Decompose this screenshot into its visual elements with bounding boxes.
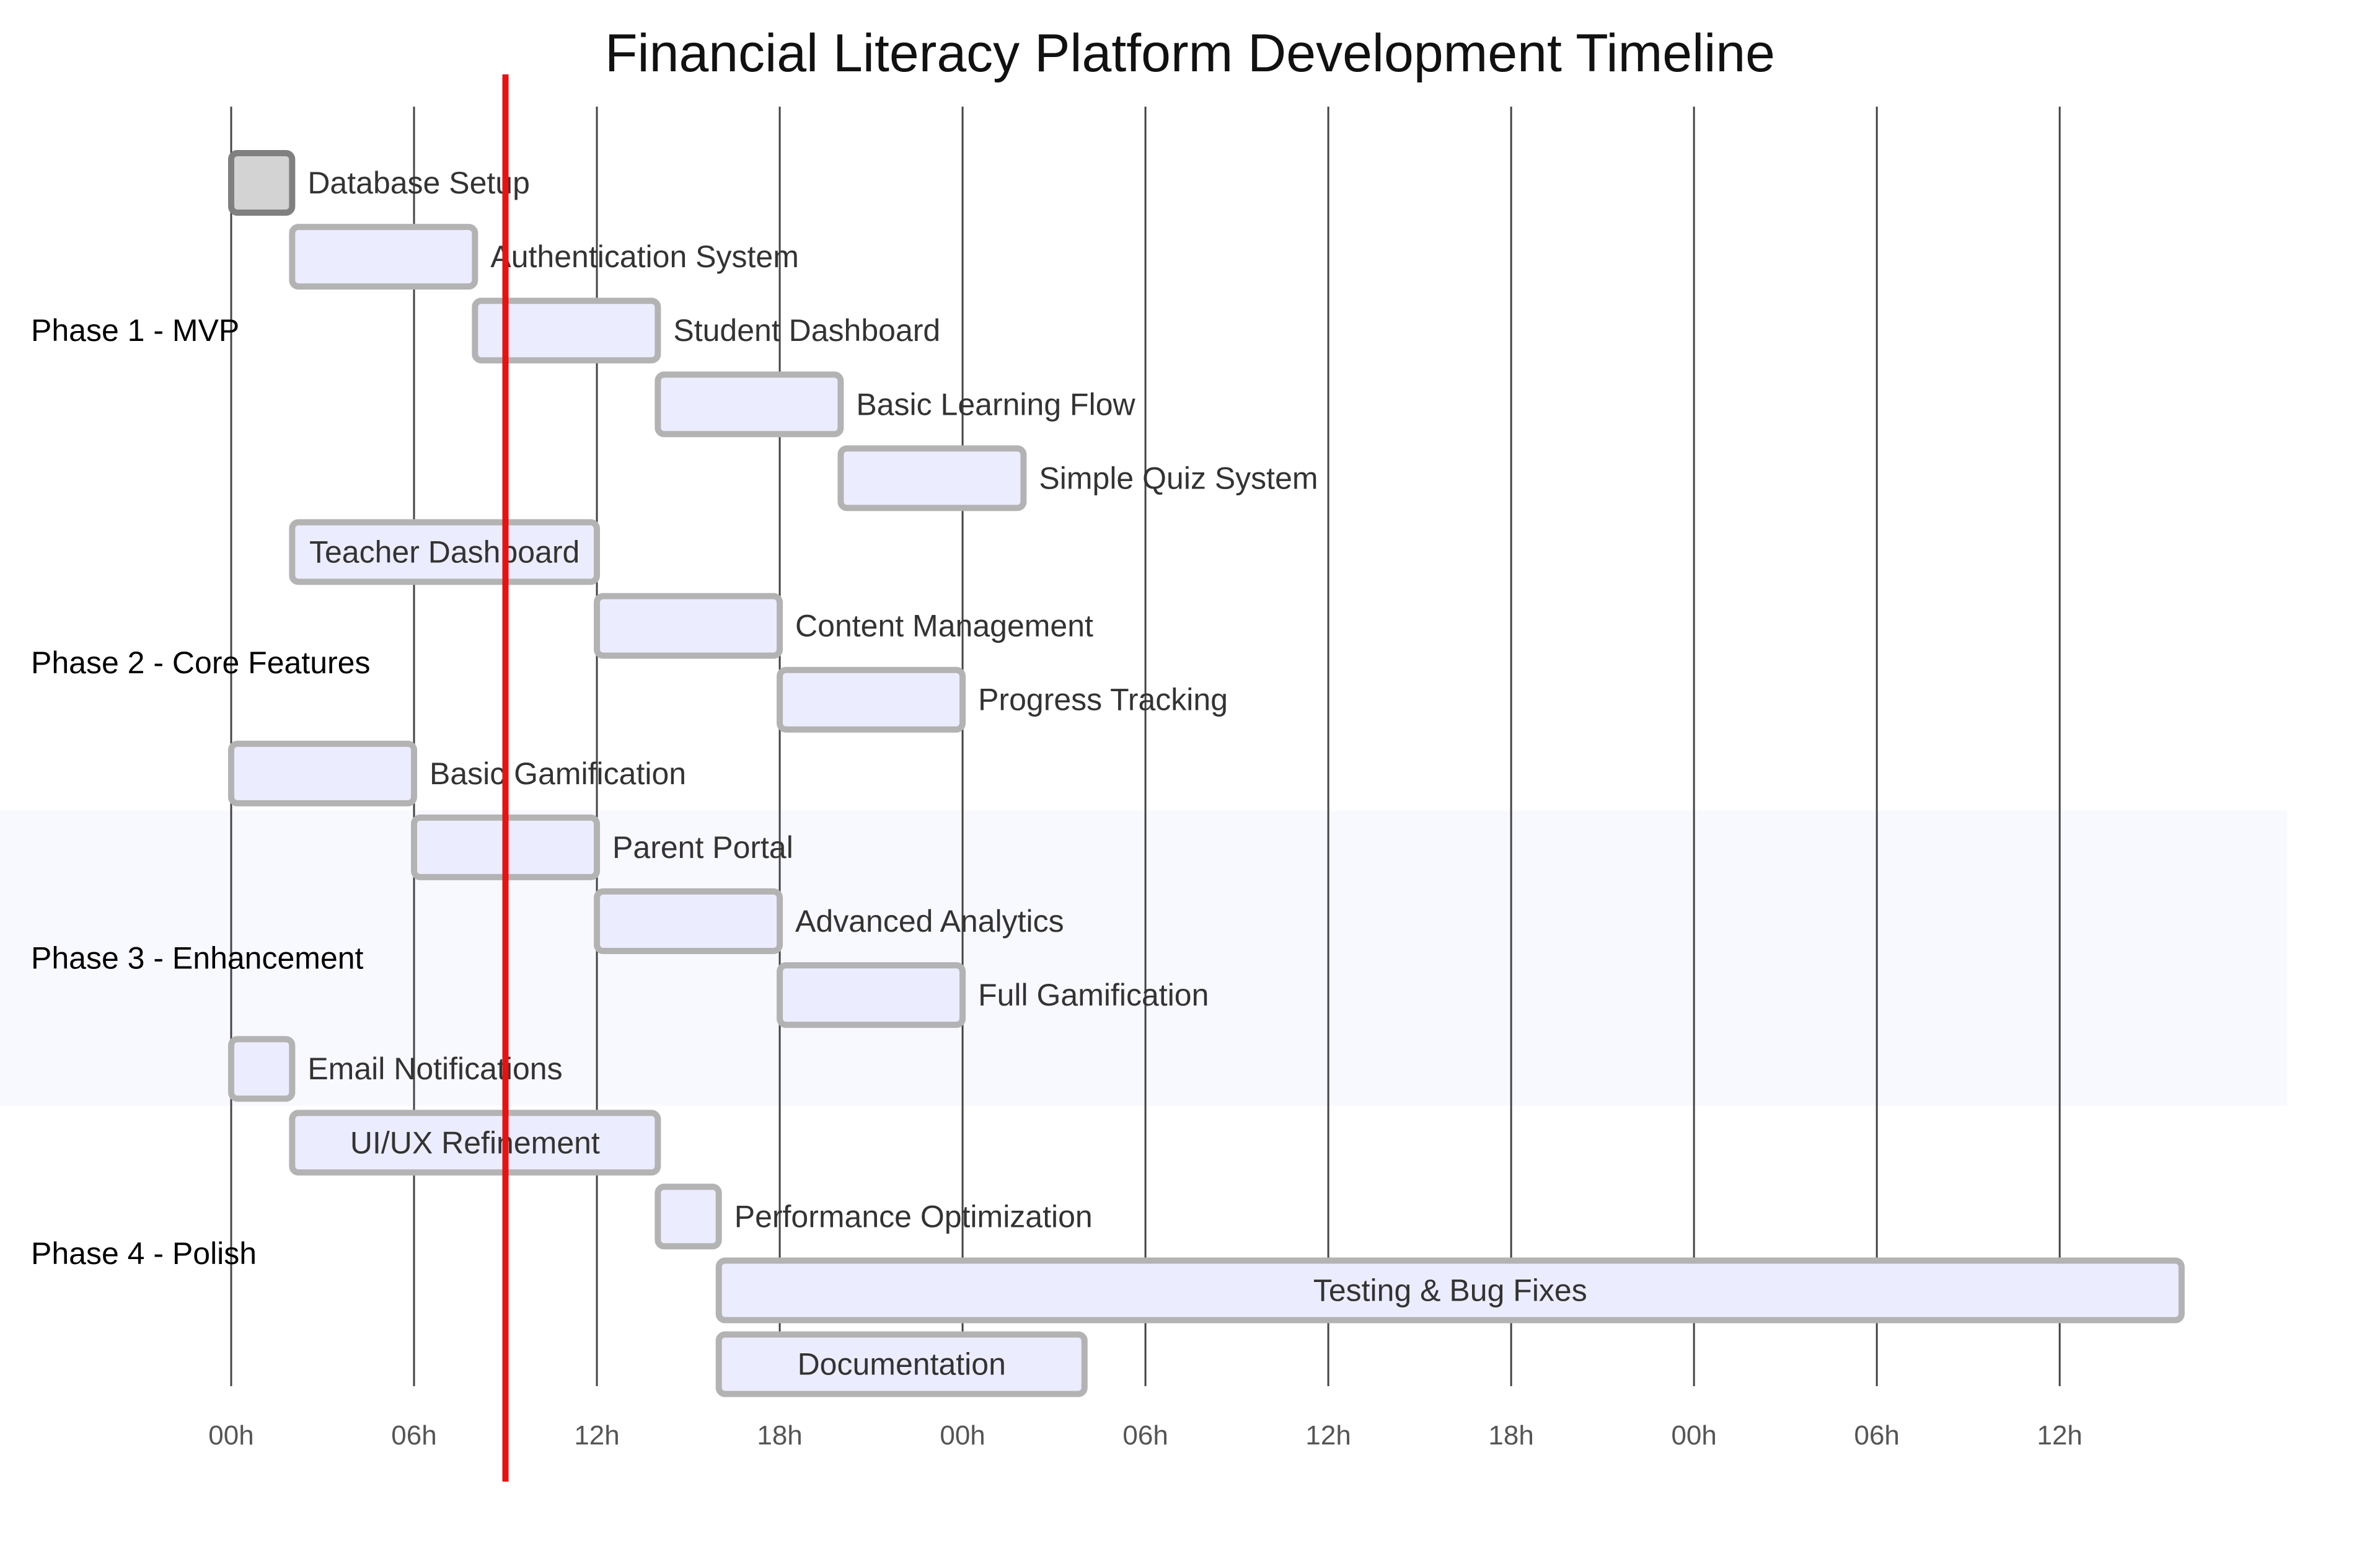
task-bar [594,888,783,954]
section-label: Phase 1 - MVP [31,313,239,348]
task-label: Basic Gamification [430,756,686,791]
section-backgrounds [0,810,2287,1106]
x-tick-label: 06h [1122,1420,1168,1451]
x-tick-label: 12h [574,1420,619,1451]
task-bar [228,740,418,807]
task-label: Email Notifications [307,1051,562,1086]
x-tick-label: 00h [940,1420,985,1451]
task-bar-done [228,150,296,216]
task-bar [228,1036,296,1102]
task-label: Authentication System [490,239,799,274]
task-label: Documentation [798,1347,1006,1382]
section-label: Phase 4 - Polish [31,1236,257,1271]
task-label: Content Management [795,609,1093,643]
x-tick-label: 06h [391,1420,436,1451]
x-tick-label: 18h [1488,1420,1533,1451]
task-bar [289,519,601,585]
task-bar [654,371,844,438]
task-bar [594,593,783,659]
section-label: Phase 2 - Core Features [31,645,371,680]
section-labels: Phase 1 - MVP Phase 2 - Core Features Phas… [31,313,371,1271]
section-label: Phase 3 - Enhancement [31,941,364,976]
x-tick-label: 00h [208,1420,253,1451]
task-label: Simple Quiz System [1039,461,1318,495]
task-label: Progress Tracking [978,683,1228,717]
task-bar [289,224,478,290]
task-label: Advanced Analytics [795,904,1064,939]
x-tick-label: 18h [757,1420,802,1451]
x-tick-label: 12h [2037,1420,2082,1451]
task-bar [777,666,966,733]
task-label: Student Dashboard [673,313,940,348]
task-label: Performance Optimization [734,1199,1093,1234]
axis-ticks: 00h 06h 12h 18h 00h 06h 12h 18h 00h 06h 12h [208,1420,2082,1451]
task-label: UI/UX Refinement [350,1125,600,1160]
task-label: Database Setup [307,166,530,200]
task-bars [228,150,2185,1397]
task-label: Full Gamification [978,978,1209,1012]
x-tick-label: 12h [1305,1420,1351,1451]
task-bar [837,445,1027,511]
task-label: Basic Learning Flow [856,387,1135,422]
task-bar [472,298,661,364]
task-label: Teacher Dashboard [309,535,580,570]
task-label: Parent Portal [612,830,793,865]
task-bar [777,962,966,1028]
task-label: Testing & Bug Fixes [1313,1273,1587,1308]
task-labels: Database Setup Authentication System Stude… [307,166,1587,1382]
chart-title: Financial Literacy Platform Development … [605,24,1775,83]
task-bar [654,1183,722,1250]
section-highlight-band [0,810,2287,1106]
task-bar [289,1110,661,1176]
task-bar [715,1257,2185,1324]
task-bar [715,1331,1088,1397]
x-tick-label: 06h [1854,1420,1899,1451]
x-tick-label: 00h [1671,1420,1716,1451]
